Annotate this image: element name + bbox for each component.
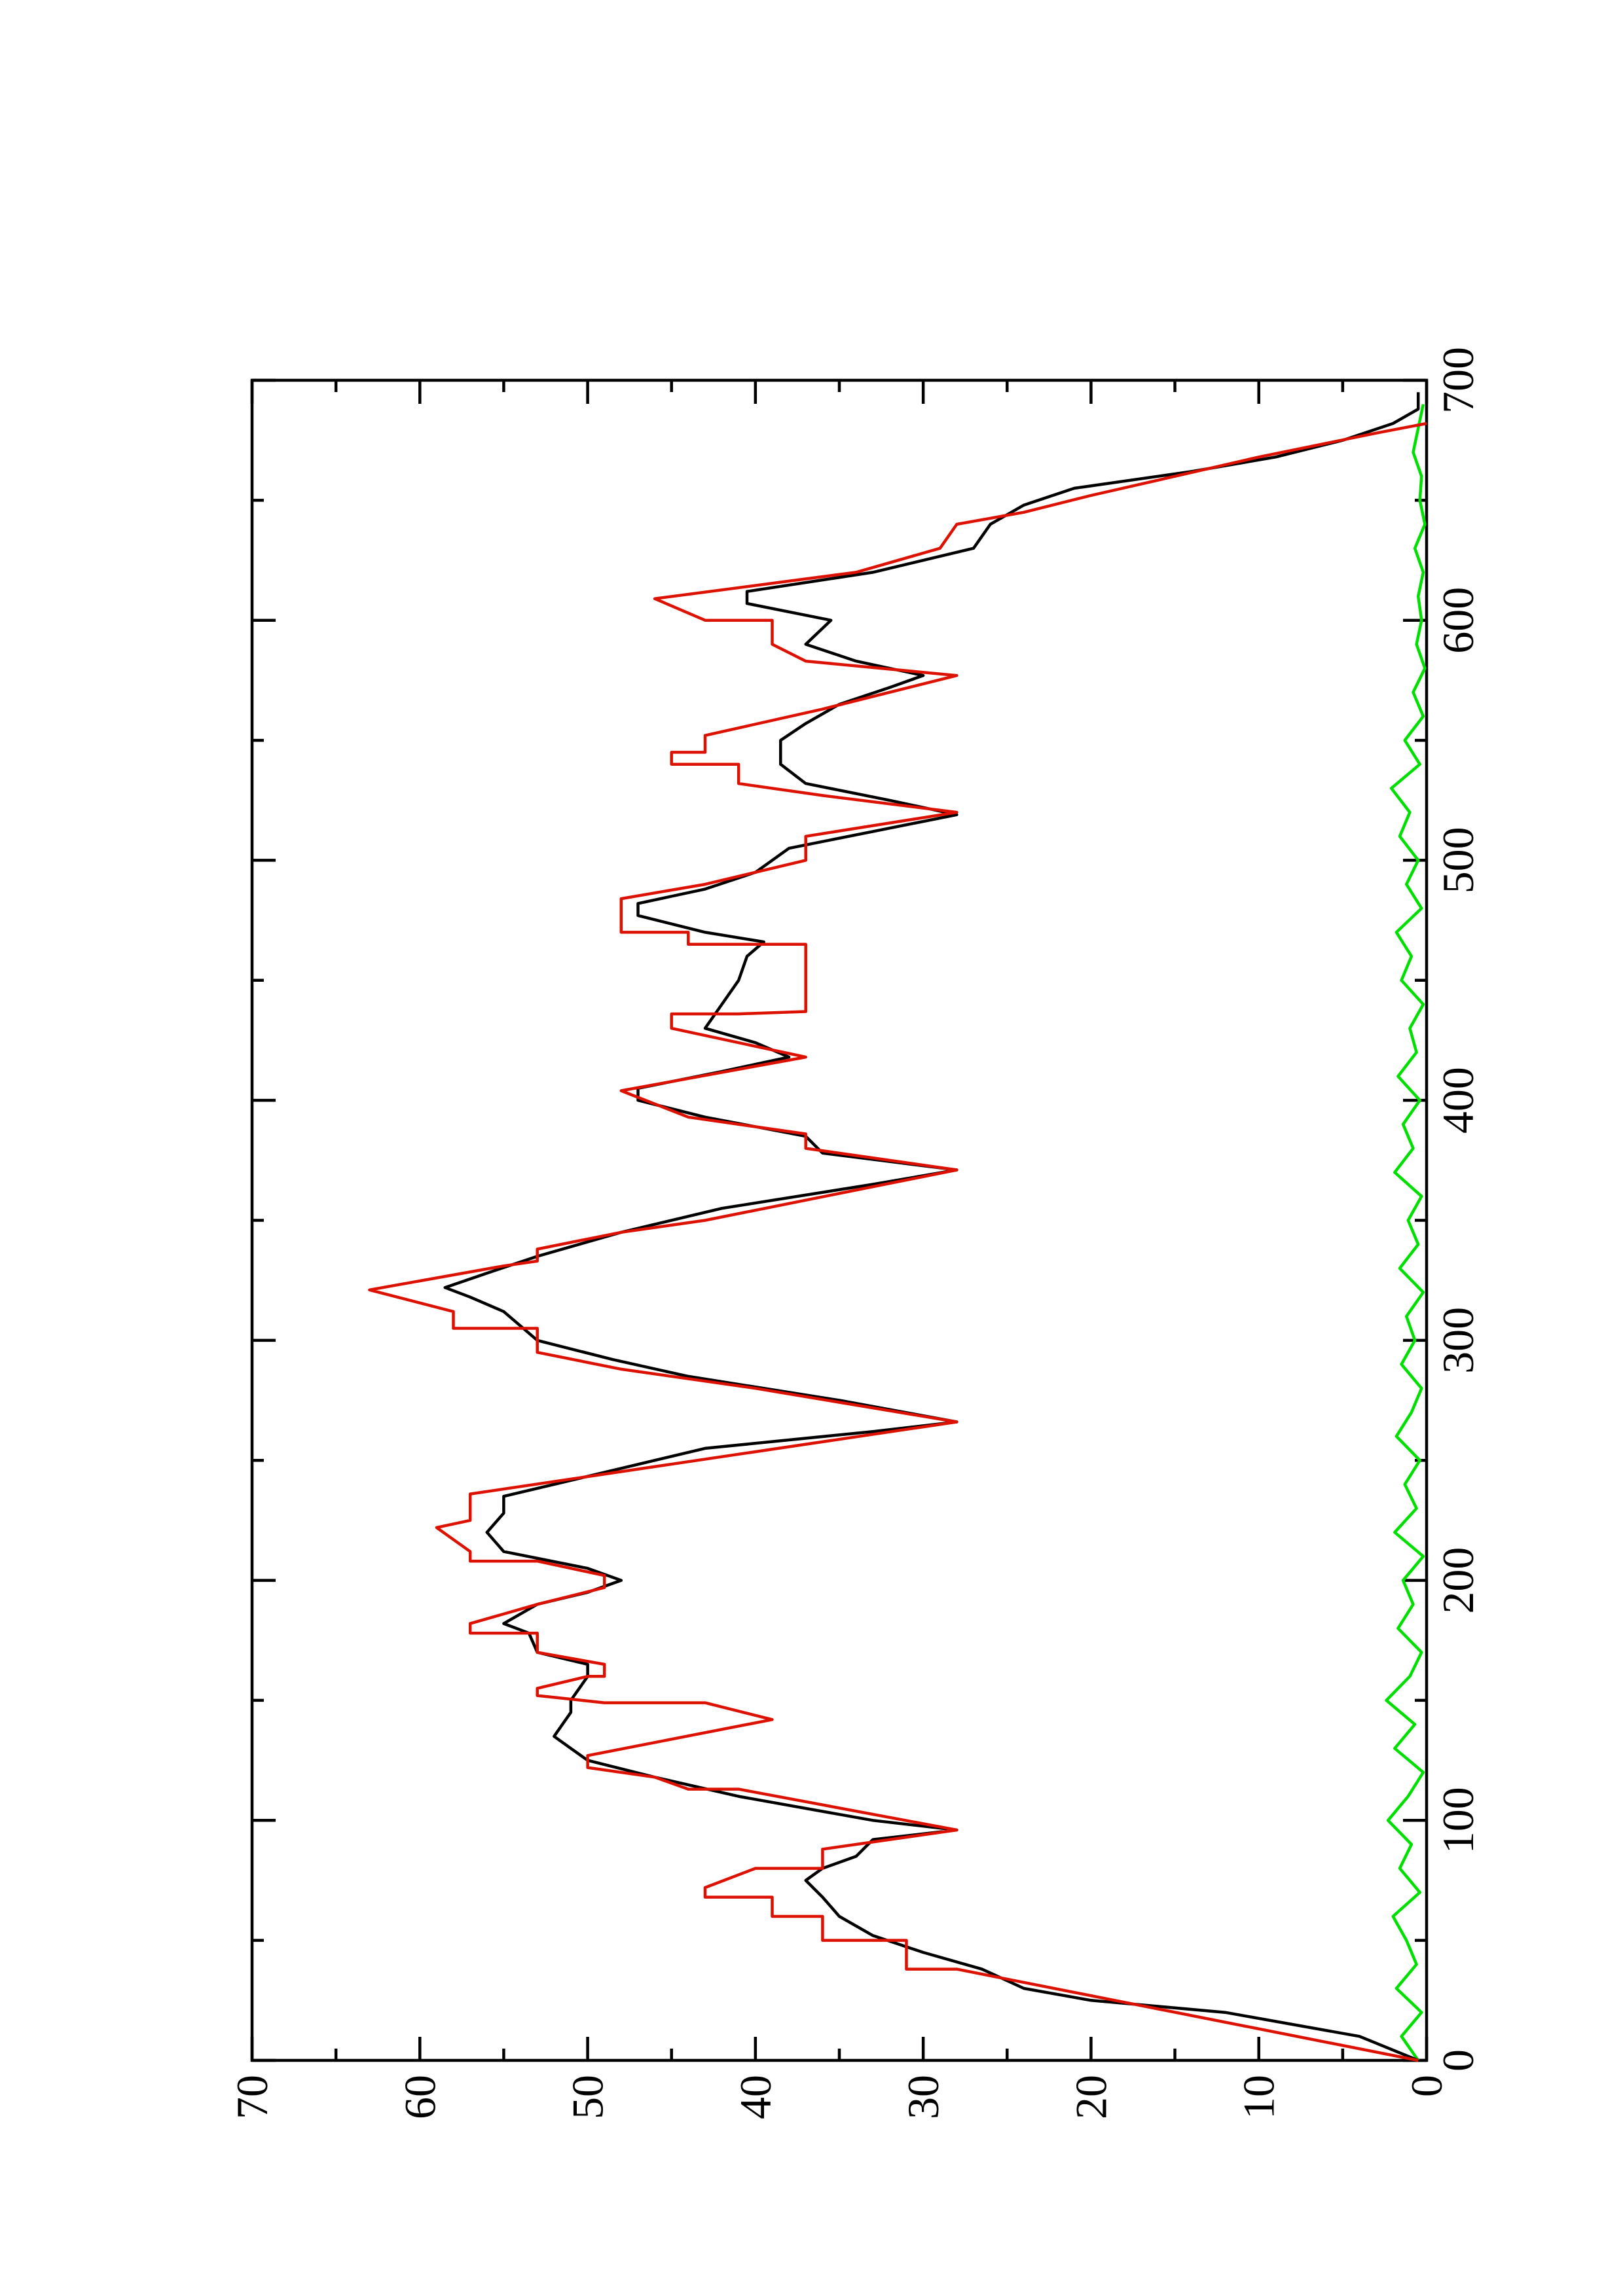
x-tick-label: 500 [1433,827,1483,893]
y-tick-label: 10 [1234,2075,1284,2119]
x-tick-label: 600 [1433,587,1483,654]
x-tick-label: 100 [1433,1787,1483,1854]
x-tick-label: 400 [1433,1067,1483,1134]
series-line [1385,404,1427,2062]
series-line [368,422,1427,2062]
x-tick-label: 300 [1433,1307,1483,1374]
y-tick-label: 70 [227,2075,277,2119]
y-tick-label: 40 [731,2075,780,2119]
x-tick-label: 700 [1433,347,1483,414]
x-tick-label: 0 [1433,2049,1483,2072]
y-tick-label: 20 [1066,2075,1116,2119]
y-tick-label: 60 [395,2075,445,2119]
x-tick-label: 200 [1433,1547,1483,1614]
series-line [443,392,1420,2062]
y-tick-label: 30 [898,2075,948,2119]
y-tick-label: 50 [563,2075,613,2119]
y-tick-label: 0 [1402,2075,1451,2097]
